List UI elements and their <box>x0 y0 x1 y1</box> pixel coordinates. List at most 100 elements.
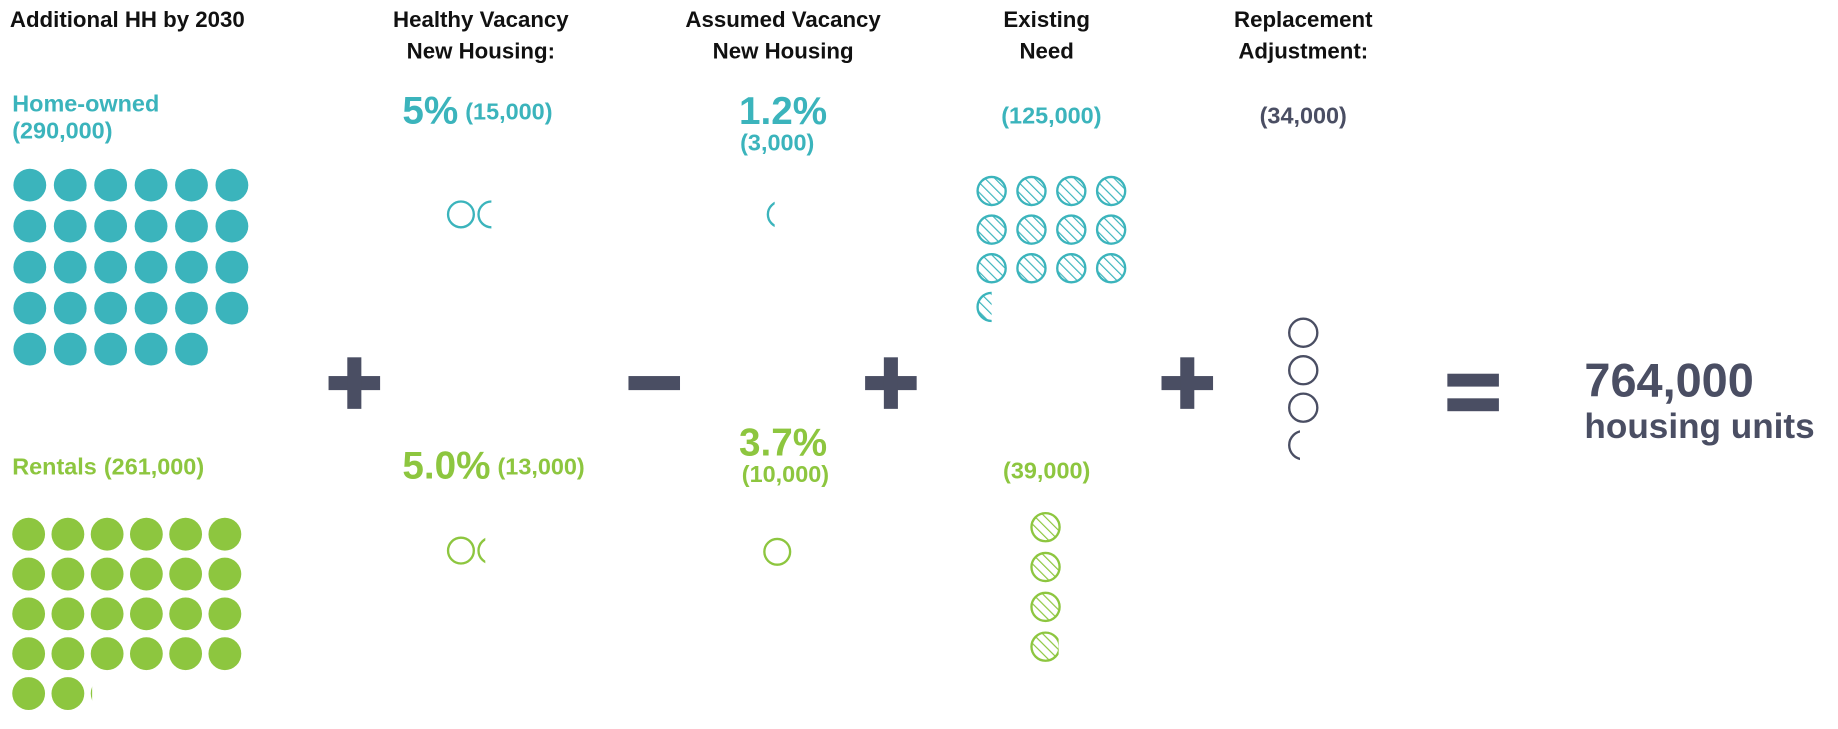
unit <box>1056 253 1087 284</box>
pct: 5.0% <box>402 445 490 488</box>
unit <box>1030 631 1059 662</box>
pct: 1.2% <box>739 90 827 133</box>
unit <box>169 637 203 671</box>
unit <box>976 214 1007 245</box>
unit <box>175 250 208 284</box>
unit <box>766 201 775 228</box>
unit <box>13 209 47 243</box>
unit <box>51 557 85 591</box>
result-value: 764,000 <box>1584 355 1753 407</box>
unit <box>53 209 87 243</box>
unit <box>1016 253 1047 284</box>
unit <box>129 637 163 671</box>
unit <box>1288 430 1300 461</box>
unit <box>134 291 168 325</box>
unit <box>134 209 168 243</box>
unit <box>53 291 87 325</box>
unit <box>976 175 1007 207</box>
plus <box>1180 357 1195 409</box>
unit <box>90 557 124 591</box>
unit <box>208 557 242 591</box>
column-title: New Housing <box>713 39 854 64</box>
unit <box>53 250 87 284</box>
healthy: 5.0% (13,000) <box>402 445 584 488</box>
count: (125,000) <box>1001 102 1101 128</box>
label: Rentals <box>12 454 97 480</box>
unit <box>94 209 128 243</box>
unit <box>12 677 46 710</box>
unit <box>175 209 208 243</box>
unit <box>477 200 492 229</box>
unit <box>134 250 168 284</box>
unit <box>976 253 1007 284</box>
pct: 3.7% <box>739 421 827 464</box>
unit <box>94 168 128 202</box>
unit <box>1288 354 1319 386</box>
unit <box>13 291 47 325</box>
unit <box>51 637 85 671</box>
unit <box>763 537 792 566</box>
unit <box>208 637 242 671</box>
unit <box>94 291 128 325</box>
column-title: New Housing: <box>407 39 555 64</box>
healthy: 5% (15,000) <box>402 90 552 133</box>
unit <box>13 168 47 202</box>
count: (10,000) <box>742 461 829 487</box>
column-title: Healthy Vacancy <box>393 7 569 32</box>
unit <box>215 250 249 284</box>
unit <box>129 597 163 631</box>
unit <box>169 597 203 631</box>
unit <box>477 537 486 564</box>
unit <box>1030 551 1061 583</box>
row-label: Rentals (261,000) <box>12 454 204 480</box>
unit <box>169 517 203 551</box>
unit-icons <box>12 168 1319 710</box>
unit <box>1056 175 1087 207</box>
plus <box>883 357 898 409</box>
unit <box>90 686 93 701</box>
unit <box>90 517 124 551</box>
unit <box>53 332 87 366</box>
column-title: Replacement <box>1234 7 1373 32</box>
unit <box>53 168 87 202</box>
minus <box>628 376 681 391</box>
unit <box>1288 317 1319 348</box>
column-title: Adjustment: <box>1238 39 1368 64</box>
unit <box>51 597 85 631</box>
column-title: Existing <box>1003 7 1090 32</box>
unit <box>208 517 242 551</box>
unit <box>215 291 249 325</box>
row-label: Home-owned <box>12 91 159 117</box>
count: (261,000) <box>104 454 204 480</box>
unit <box>134 168 168 202</box>
operators <box>328 357 1499 412</box>
count: (3,000) <box>740 129 814 155</box>
count: (34,000) <box>1260 102 1347 128</box>
unit <box>12 597 46 631</box>
unit <box>1016 214 1047 245</box>
unit <box>1030 511 1061 543</box>
unit <box>129 557 163 591</box>
equals <box>1447 373 1499 387</box>
unit <box>51 517 85 551</box>
unit <box>1095 175 1127 207</box>
unit <box>12 517 46 551</box>
unit <box>1016 175 1047 207</box>
title: Additional HH by 2030 <box>10 7 245 32</box>
unit <box>12 637 46 671</box>
column-title: Assumed Vacancy <box>685 7 881 32</box>
unit <box>1288 392 1319 423</box>
result-label: housing units <box>1584 407 1814 446</box>
unit <box>215 168 249 202</box>
unit <box>12 557 46 591</box>
unit <box>1056 214 1087 245</box>
unit <box>175 168 208 202</box>
unit <box>94 332 128 366</box>
unit <box>1095 253 1127 284</box>
unit <box>208 597 242 631</box>
unit <box>446 200 475 229</box>
unit <box>215 209 249 243</box>
unit <box>134 332 168 366</box>
unit <box>129 517 163 551</box>
